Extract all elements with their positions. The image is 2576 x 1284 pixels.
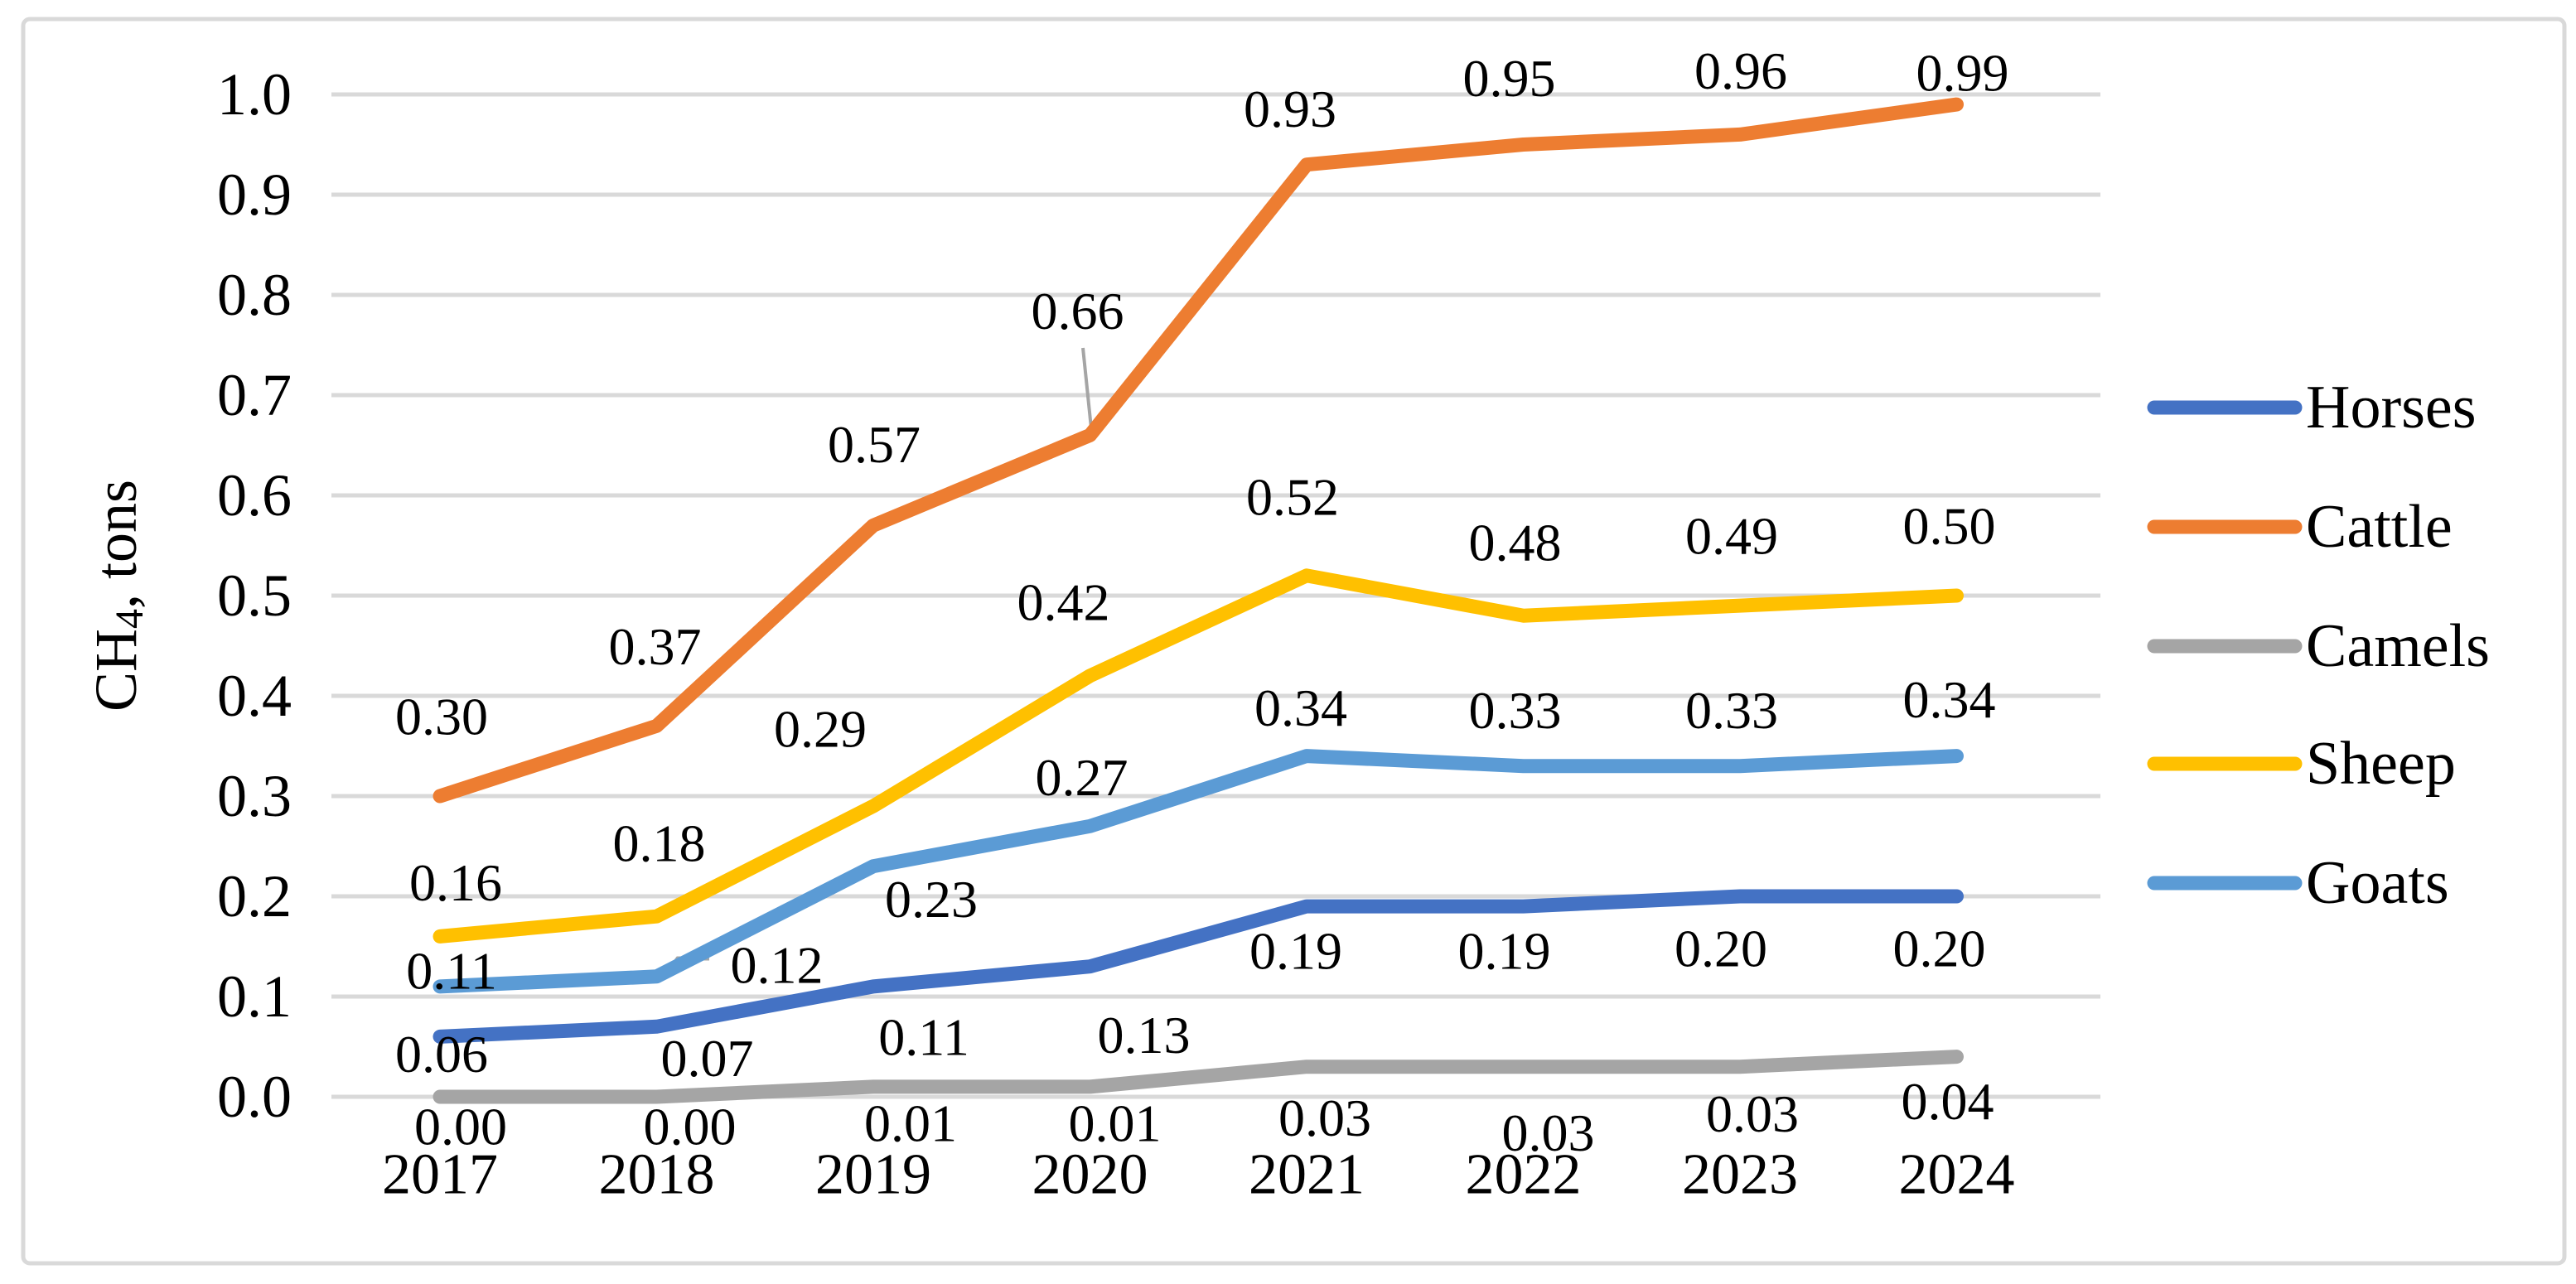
y-tick-label-0.0: 0.0 xyxy=(217,1064,292,1130)
series-line-sheep xyxy=(433,568,1964,944)
data-label-cattle-2021: 0.93 xyxy=(1244,80,1336,138)
data-label-goats-2020: 0.27 xyxy=(1036,748,1129,807)
data-label-camels-2021: 0.03 xyxy=(1278,1089,1371,1147)
data-label-horses-2019: 0.11 xyxy=(878,1007,969,1066)
data-label-sheep-2017: 0.16 xyxy=(409,853,502,912)
x-tick-label-2024: 2024 xyxy=(1899,1143,2015,1207)
data-label-goats-2024: 0.34 xyxy=(1903,670,1996,729)
data-label-sheep-2019: 0.29 xyxy=(774,700,867,759)
x-tick-label-2021: 2021 xyxy=(1249,1143,1365,1207)
data-label-cattle-2018: 0.37 xyxy=(609,617,702,676)
data-label-cattle-2022: 0.95 xyxy=(1463,49,1556,108)
data-label-cattle-2019: 0.57 xyxy=(828,415,921,474)
data-label-sheep-2018: 0.18 xyxy=(613,814,706,873)
data-label-camels-2018: 0.00 xyxy=(644,1098,737,1156)
data-label-cattle-2023: 0.96 xyxy=(1694,41,1787,100)
legend-label-horses: Horses xyxy=(2306,374,2477,442)
data-label-cattle-2020: 0.66 xyxy=(1032,282,1124,340)
data-label-goats-2018: 0.12 xyxy=(731,935,824,994)
data-label-goats-2022: 0.33 xyxy=(1469,681,1562,740)
data-label-goats-2021: 0.34 xyxy=(1254,678,1347,737)
data-label-cattle-2024: 0.99 xyxy=(1916,44,2009,103)
data-label-horses-2017: 0.06 xyxy=(395,1025,488,1084)
y-axis-title: CH4, tons xyxy=(83,480,152,712)
data-label-sheep-2022: 0.48 xyxy=(1469,514,1562,572)
leader-line-cattle-2020 xyxy=(1081,347,1093,429)
data-label-camels-2024: 0.04 xyxy=(1902,1072,1994,1131)
legend-label-sheep: Sheep xyxy=(2306,730,2456,798)
data-label-horses-2021: 0.19 xyxy=(1249,922,1342,981)
data-label-horses-2024: 0.20 xyxy=(1893,920,1986,978)
data-label-horses-2020: 0.13 xyxy=(1098,1006,1191,1064)
y-tick-label-0.1: 0.1 xyxy=(217,963,292,1030)
y-tick-label-0.2: 0.2 xyxy=(217,863,292,929)
data-label-camels-2022: 0.03 xyxy=(1502,1103,1595,1162)
y-tick-label-0.8: 0.8 xyxy=(217,262,292,328)
y-tick-label-0.3: 0.3 xyxy=(217,763,292,829)
legend-label-goats: Goats xyxy=(2306,849,2449,917)
series-line-horses xyxy=(433,889,1964,1044)
legend-label-camels: Camels xyxy=(2306,612,2490,680)
figure-border xyxy=(21,17,2567,1266)
data-label-sheep-2024: 0.50 xyxy=(1903,497,1996,556)
x-tick-label-2020: 2020 xyxy=(1032,1143,1148,1207)
y-tick-label-0.4: 0.4 xyxy=(217,663,292,729)
y-tick-label-0.6: 0.6 xyxy=(217,462,292,529)
y-tick-label-0.9: 0.9 xyxy=(217,162,292,228)
y-tick-label-1.0: 1.0 xyxy=(217,61,292,128)
series-line-goats xyxy=(433,749,1964,994)
data-label-sheep-2020: 0.42 xyxy=(1017,572,1110,631)
data-label-sheep-2023: 0.49 xyxy=(1685,507,1778,566)
data-label-goats-2017: 0.11 xyxy=(406,941,497,1000)
y-tick-label-0.5: 0.5 xyxy=(217,562,292,629)
x-tick-label-2022: 2022 xyxy=(1466,1143,1582,1207)
data-label-sheep-2021: 0.52 xyxy=(1246,467,1339,526)
data-label-camels-2020: 0.01 xyxy=(1069,1093,1162,1152)
series-line-camels xyxy=(433,1050,1964,1104)
x-tick-label-2017: 2017 xyxy=(382,1143,498,1207)
data-label-horses-2018: 0.07 xyxy=(661,1029,754,1088)
x-tick-label-2023: 2023 xyxy=(1682,1143,1798,1207)
x-tick-label-2019: 2019 xyxy=(815,1143,931,1207)
data-label-horses-2022: 0.19 xyxy=(1458,922,1551,981)
data-label-goats-2023: 0.33 xyxy=(1685,681,1778,740)
data-label-camels-2023: 0.03 xyxy=(1706,1084,1799,1143)
y-tick-label-0.7: 0.7 xyxy=(217,362,292,428)
data-label-camels-2017: 0.00 xyxy=(414,1098,507,1156)
data-label-cattle-2017: 0.30 xyxy=(395,688,488,746)
series-line-cattle xyxy=(433,97,1964,804)
data-label-horses-2023: 0.20 xyxy=(1675,920,1767,978)
x-tick-label-2018: 2018 xyxy=(599,1143,715,1207)
data-label-goats-2019: 0.23 xyxy=(885,870,978,929)
legend-label-cattle: Cattle xyxy=(2306,493,2453,561)
data-label-camels-2019: 0.01 xyxy=(864,1093,957,1152)
